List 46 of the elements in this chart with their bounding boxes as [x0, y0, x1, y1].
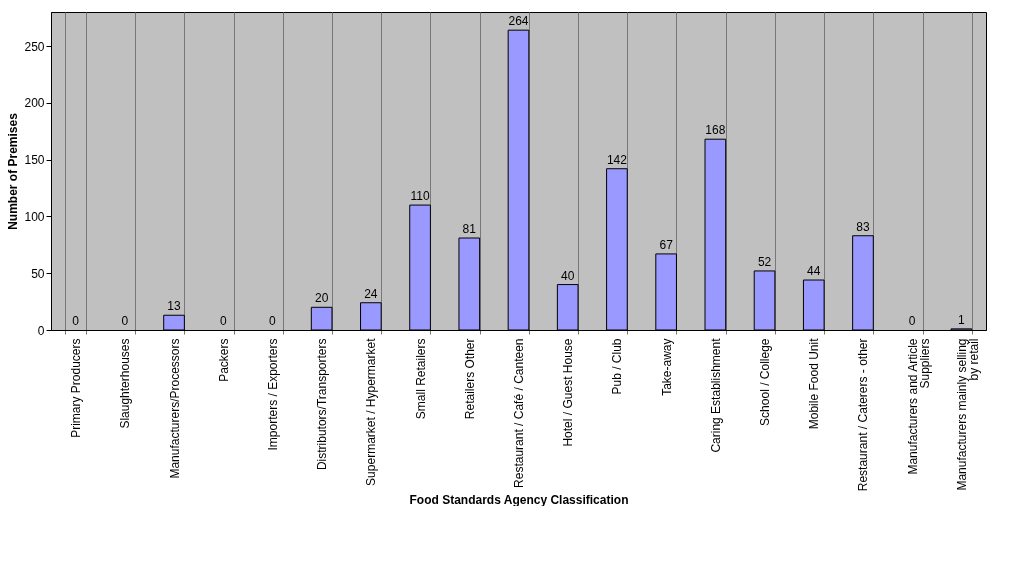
data-label: 81	[462, 222, 477, 237]
data-label: 13	[167, 299, 182, 314]
y-tick-label: 100	[24, 209, 45, 224]
x-tick-label: Take-away	[659, 338, 674, 396]
x-tick-label: Slaughterhouses	[118, 338, 133, 429]
x-tick-label: Retailers Other	[462, 338, 477, 420]
x-axis-title: Food Standards Agency Classification	[409, 493, 629, 508]
x-tick-label: Manufacturers mainly selling by retail	[954, 338, 981, 491]
x-tick-label: Manufacturers/Processors	[167, 338, 182, 479]
x-tick-label: Pub / Club	[610, 338, 625, 395]
data-label: 0	[121, 314, 129, 328]
x-tick-label: Restaurant / Café / Canteen	[512, 338, 526, 488]
x-tick-label: Packers	[216, 338, 231, 382]
x-tick-label: Caring Establishment	[708, 337, 723, 453]
y-tick-label: 250	[24, 39, 45, 54]
data-label: 0	[72, 314, 80, 328]
data-label: 0	[219, 314, 227, 328]
x-tick-label: Small Retailers	[413, 338, 428, 420]
data-label: 83	[856, 219, 870, 234]
x-tick-label: Mobile Food Unit	[807, 337, 822, 430]
data-label: 20	[314, 291, 329, 306]
x-tick-label: Distributors/Transporters	[315, 338, 330, 471]
x-tick-label: Hotel / Guest House	[561, 338, 576, 447]
data-label: 110	[410, 189, 430, 204]
y-tick-label: 50	[31, 266, 45, 281]
x-tick-label: Primary Producers	[69, 338, 84, 438]
x-tick-label: Importers / Exporters	[265, 338, 280, 451]
x-tick-label: Supermarket / Hypermarket	[364, 337, 379, 486]
data-label: 0	[269, 314, 277, 328]
data-label: 24	[364, 286, 378, 301]
x-tick-label: Manufacturers and Article Suppliers	[905, 338, 932, 475]
data-label: 168	[705, 123, 726, 138]
y-tick-label: 0	[37, 323, 45, 338]
data-label: 0	[908, 314, 916, 328]
y-tick-label: 150	[24, 153, 45, 168]
data-label: 142	[606, 152, 628, 167]
data-label: 40	[561, 268, 575, 283]
data-label: 67	[659, 237, 674, 252]
y-axis-title: Number of Premises	[6, 112, 21, 230]
data-label: 1	[958, 312, 966, 327]
data-label: 44	[807, 264, 821, 279]
x-tick-label: Restaurant / Caterers - other	[856, 338, 871, 492]
y-tick-label: 200	[24, 96, 45, 111]
x-tick-label: School / College	[758, 338, 773, 426]
data-label: 52	[757, 254, 772, 269]
data-label: 264	[508, 14, 529, 29]
